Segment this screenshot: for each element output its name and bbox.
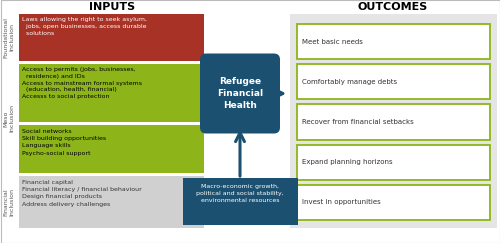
Text: Comfortably manage debts: Comfortably manage debts bbox=[302, 79, 397, 85]
Text: Expand planning horizons: Expand planning horizons bbox=[302, 159, 392, 165]
FancyBboxPatch shape bbox=[19, 176, 204, 228]
Text: Macro-economic growth,
political and social stability,
environmental resources: Macro-economic growth, political and soc… bbox=[196, 184, 284, 203]
FancyBboxPatch shape bbox=[19, 125, 204, 173]
Text: Access to permits (jobs, businesses,
  residence) and IDs
Access to mainstream f: Access to permits (jobs, businesses, res… bbox=[22, 67, 142, 99]
Text: Foundational
Inclusion: Foundational Inclusion bbox=[4, 17, 15, 58]
FancyBboxPatch shape bbox=[297, 104, 490, 139]
Text: Recover from financial setbacks: Recover from financial setbacks bbox=[302, 119, 414, 125]
Text: Meet basic needs: Meet basic needs bbox=[302, 39, 363, 45]
Text: Financial
Inclusion: Financial Inclusion bbox=[4, 188, 15, 216]
FancyBboxPatch shape bbox=[297, 185, 490, 220]
FancyBboxPatch shape bbox=[290, 14, 497, 228]
Text: INPUTS: INPUTS bbox=[89, 2, 135, 12]
Text: Invest in opportunities: Invest in opportunities bbox=[302, 200, 381, 205]
Text: Financial capital
Financial literacy / financial behaviour
Design financial prod: Financial capital Financial literacy / f… bbox=[22, 180, 142, 207]
FancyBboxPatch shape bbox=[200, 53, 280, 133]
Text: OUTCOMES: OUTCOMES bbox=[358, 2, 428, 12]
FancyBboxPatch shape bbox=[19, 64, 204, 122]
Text: Laws allowing the right to seek asylum,
  jobs, open businesses, access durable
: Laws allowing the right to seek asylum, … bbox=[22, 17, 147, 36]
Text: Meso
Inclusion: Meso Inclusion bbox=[4, 104, 15, 132]
FancyBboxPatch shape bbox=[297, 145, 490, 180]
Text: Social networks
Skill building opportunities
Language skills
Psycho-social suppo: Social networks Skill building opportuni… bbox=[22, 129, 106, 156]
FancyBboxPatch shape bbox=[19, 14, 204, 61]
Text: Refugee
Financial
Health: Refugee Financial Health bbox=[217, 77, 263, 111]
FancyBboxPatch shape bbox=[297, 24, 490, 59]
FancyBboxPatch shape bbox=[297, 64, 490, 99]
FancyBboxPatch shape bbox=[182, 178, 298, 225]
